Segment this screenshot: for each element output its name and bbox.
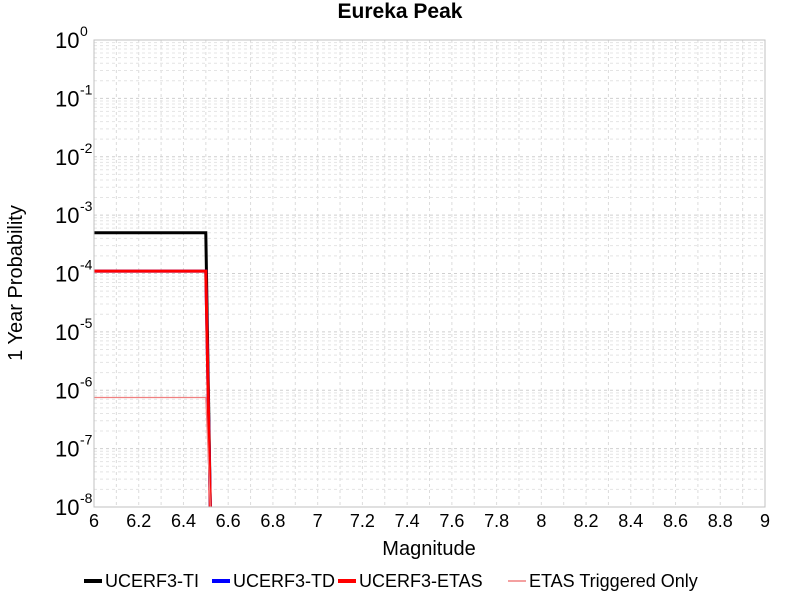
y-tick-label: 10 [55,86,79,111]
x-tick-label: 8.6 [663,511,688,531]
grid [93,40,766,508]
y-tick-exponent: -4 [80,257,93,273]
x-tick-label: 8 [536,511,546,531]
y-tick-label: 10 [55,203,79,228]
x-tick-label: 7 [313,511,323,531]
legend: UCERF3-TI UCERF3-TD UCERF3-ETAS ETAS Trigge… [84,571,698,591]
x-axis-label: Magnitude [382,538,475,560]
x-tick-label: 6.6 [216,511,241,531]
y-tick-exponent: -8 [80,490,93,506]
y-tick-label: 10 [55,378,79,403]
x-tick-label: 8.4 [618,511,643,531]
x-tick-label: 6.4 [171,511,196,531]
y-tick-exponent: 0 [80,23,88,39]
y-tick-exponent: -5 [80,315,93,331]
x-tick-label: 7.4 [395,511,420,531]
x-tick-label: 8.2 [574,511,599,531]
y-tick-label: 10 [55,28,79,53]
x-tick-label: 9 [760,511,770,531]
x-tick-label: 6.2 [126,511,151,531]
x-tick-label: 7.2 [350,511,375,531]
x-tick-label: 6 [89,511,99,531]
y-tick-exponent: -2 [80,140,93,156]
x-tick-label: 7.8 [484,511,509,531]
x-tick-label: 8.8 [708,511,733,531]
y-tick-label: 10 [55,262,79,287]
legend-label-2: UCERF3-ETAS [359,571,483,591]
y-tick-label: 10 [55,495,79,520]
plot-frame [93,39,766,508]
x-tick-label: 6.8 [260,511,285,531]
series-line-2 [94,269,212,507]
x-axis-ticks: 6 6.2 6.4 6.6 6.8 7 7.2 7.4 7.6 7.8 8 8.2 8.4 8.6 8.8 9 [89,511,770,531]
y-tick-label: 10 [55,320,79,345]
y-tick-label: 10 [55,437,79,462]
y-tick-exponent: -3 [80,198,93,214]
legend-label-0: UCERF3-TI [105,571,199,591]
y-tick-exponent: -6 [80,373,93,389]
chart-title: Eureka Peak [338,0,463,23]
legend-label-3: ETAS Triggered Only [529,571,698,591]
y-axis-label: 1 Year Probability [5,205,27,361]
series-layer [94,231,212,507]
series-line-3 [94,396,211,507]
y-tick-label: 10 [55,145,79,170]
x-tick-label: 7.6 [439,511,464,531]
legend-label-1: UCERF3-TD [233,571,335,591]
y-tick-exponent: -7 [80,432,93,448]
y-tick-exponent: -1 [80,81,93,97]
